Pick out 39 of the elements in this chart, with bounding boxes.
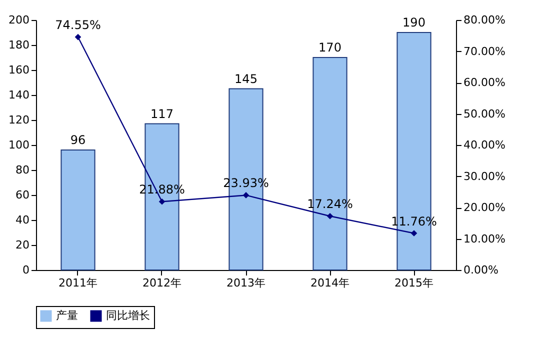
y2-tick-label: 60.00% <box>464 76 506 89</box>
data-label: 96 <box>70 133 86 147</box>
x-tick-label: 2015年 <box>394 276 434 290</box>
data-label: 145 <box>234 72 258 86</box>
legend-label: 产量 <box>56 309 78 322</box>
y2-tick-label: 10.00% <box>464 232 506 246</box>
x-tick-label: 2014年 <box>310 276 350 290</box>
y-tick-label: 160 <box>8 64 30 76</box>
y-tick-label: 60 <box>16 188 30 202</box>
y-tick-label: 200 <box>8 14 30 26</box>
y2-tick-label: 20.00% <box>464 201 506 214</box>
point <box>158 198 166 205</box>
y-tick-label: 140 <box>8 88 30 102</box>
point <box>242 192 250 198</box>
y-tick-label: 180 <box>8 38 30 52</box>
y-tick-label: 40 <box>16 214 30 226</box>
y-tick-label: 80 <box>16 164 30 176</box>
point <box>326 212 334 220</box>
x-tick-label: 2011年 <box>58 276 98 290</box>
y-tick-label: 0 <box>22 264 30 276</box>
y2-tick-label: 0.00% <box>464 264 498 276</box>
bar <box>60 150 96 270</box>
y2-tick-label: 50.00% <box>464 107 506 120</box>
data-label: 117 <box>150 106 174 121</box>
y2-tick-label: 40.00% <box>464 138 506 152</box>
y2-tick-label: 80.00% <box>464 14 506 26</box>
y-tick-label: 100 <box>8 138 30 152</box>
data-label: 74.55% <box>55 18 101 32</box>
y2-tick-label: 70.00% <box>464 44 506 58</box>
point <box>410 230 418 236</box>
point <box>74 34 82 40</box>
legend-label: 同比增长 <box>106 309 150 322</box>
data-label: 190 <box>402 16 426 30</box>
y-tick-label: 120 <box>8 114 30 126</box>
y2-tick-label: 30.00% <box>464 170 506 183</box>
x-tick-label: 2013年 <box>226 276 266 290</box>
x-tick-label: 2012年 <box>142 276 182 290</box>
y-tick-label: 20 <box>16 238 30 252</box>
data-label: 170 <box>318 40 342 54</box>
